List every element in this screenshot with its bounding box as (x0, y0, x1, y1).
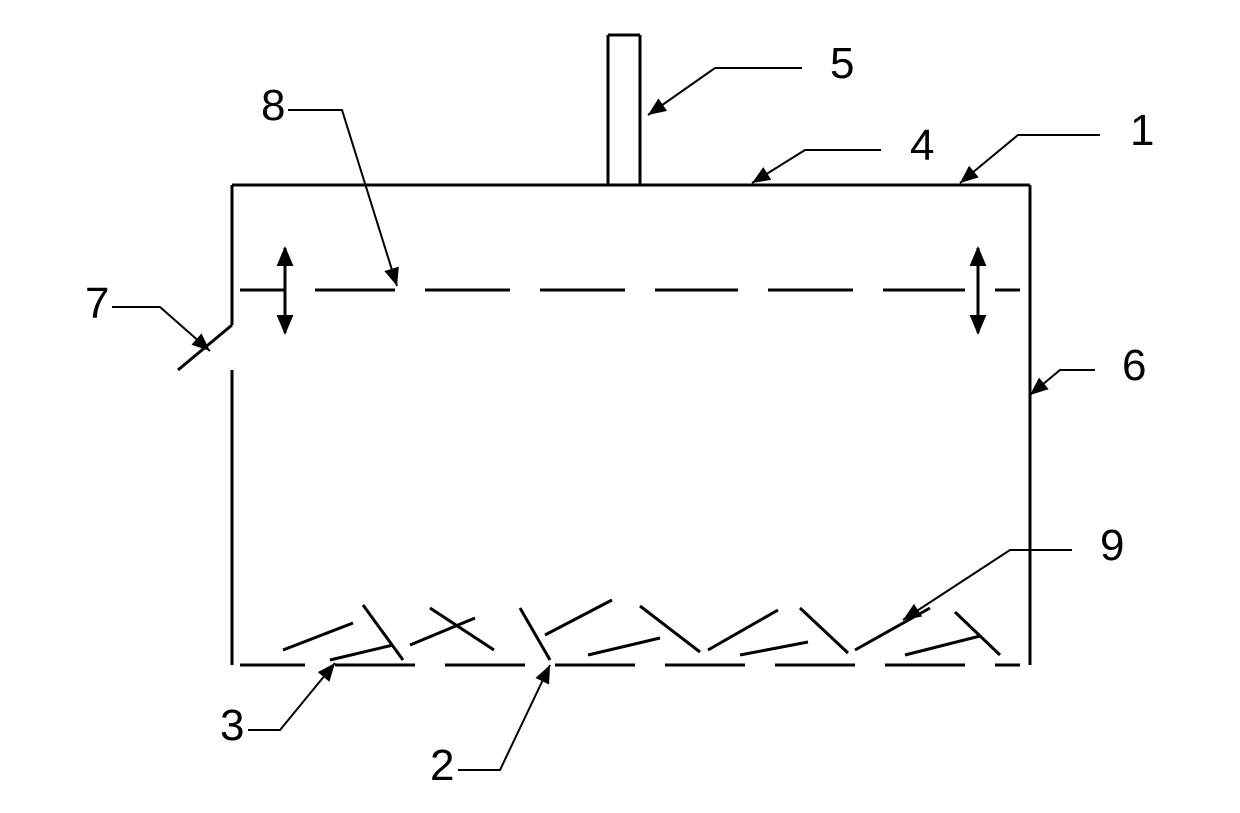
packing-line (545, 600, 612, 635)
leader-5 (648, 68, 802, 115)
packing-line (740, 642, 808, 655)
label-2: 2 (430, 741, 454, 790)
label-7: 7 (85, 279, 109, 328)
packing-line (800, 608, 848, 653)
label-5: 5 (830, 39, 854, 88)
leader-1 (960, 135, 1100, 183)
packing-line (955, 612, 1000, 655)
label-4: 4 (910, 121, 934, 170)
leader-8 (288, 110, 397, 286)
packing-line (708, 610, 778, 650)
label-8: 8 (261, 81, 285, 130)
packing-line (283, 623, 353, 650)
packing-line (330, 645, 393, 660)
packing-line (905, 636, 980, 655)
diagram-canvas: 5 4 1 8 7 6 9 3 2 (0, 0, 1240, 813)
packing-line (430, 608, 494, 650)
label-6: 6 (1122, 341, 1146, 390)
label-3: 3 (220, 701, 244, 750)
label-1: 1 (1130, 106, 1154, 155)
packing-line (588, 638, 660, 655)
leader-2 (458, 665, 550, 770)
leader-4 (752, 150, 881, 183)
packing-line (640, 606, 700, 652)
label-9: 9 (1100, 521, 1124, 570)
